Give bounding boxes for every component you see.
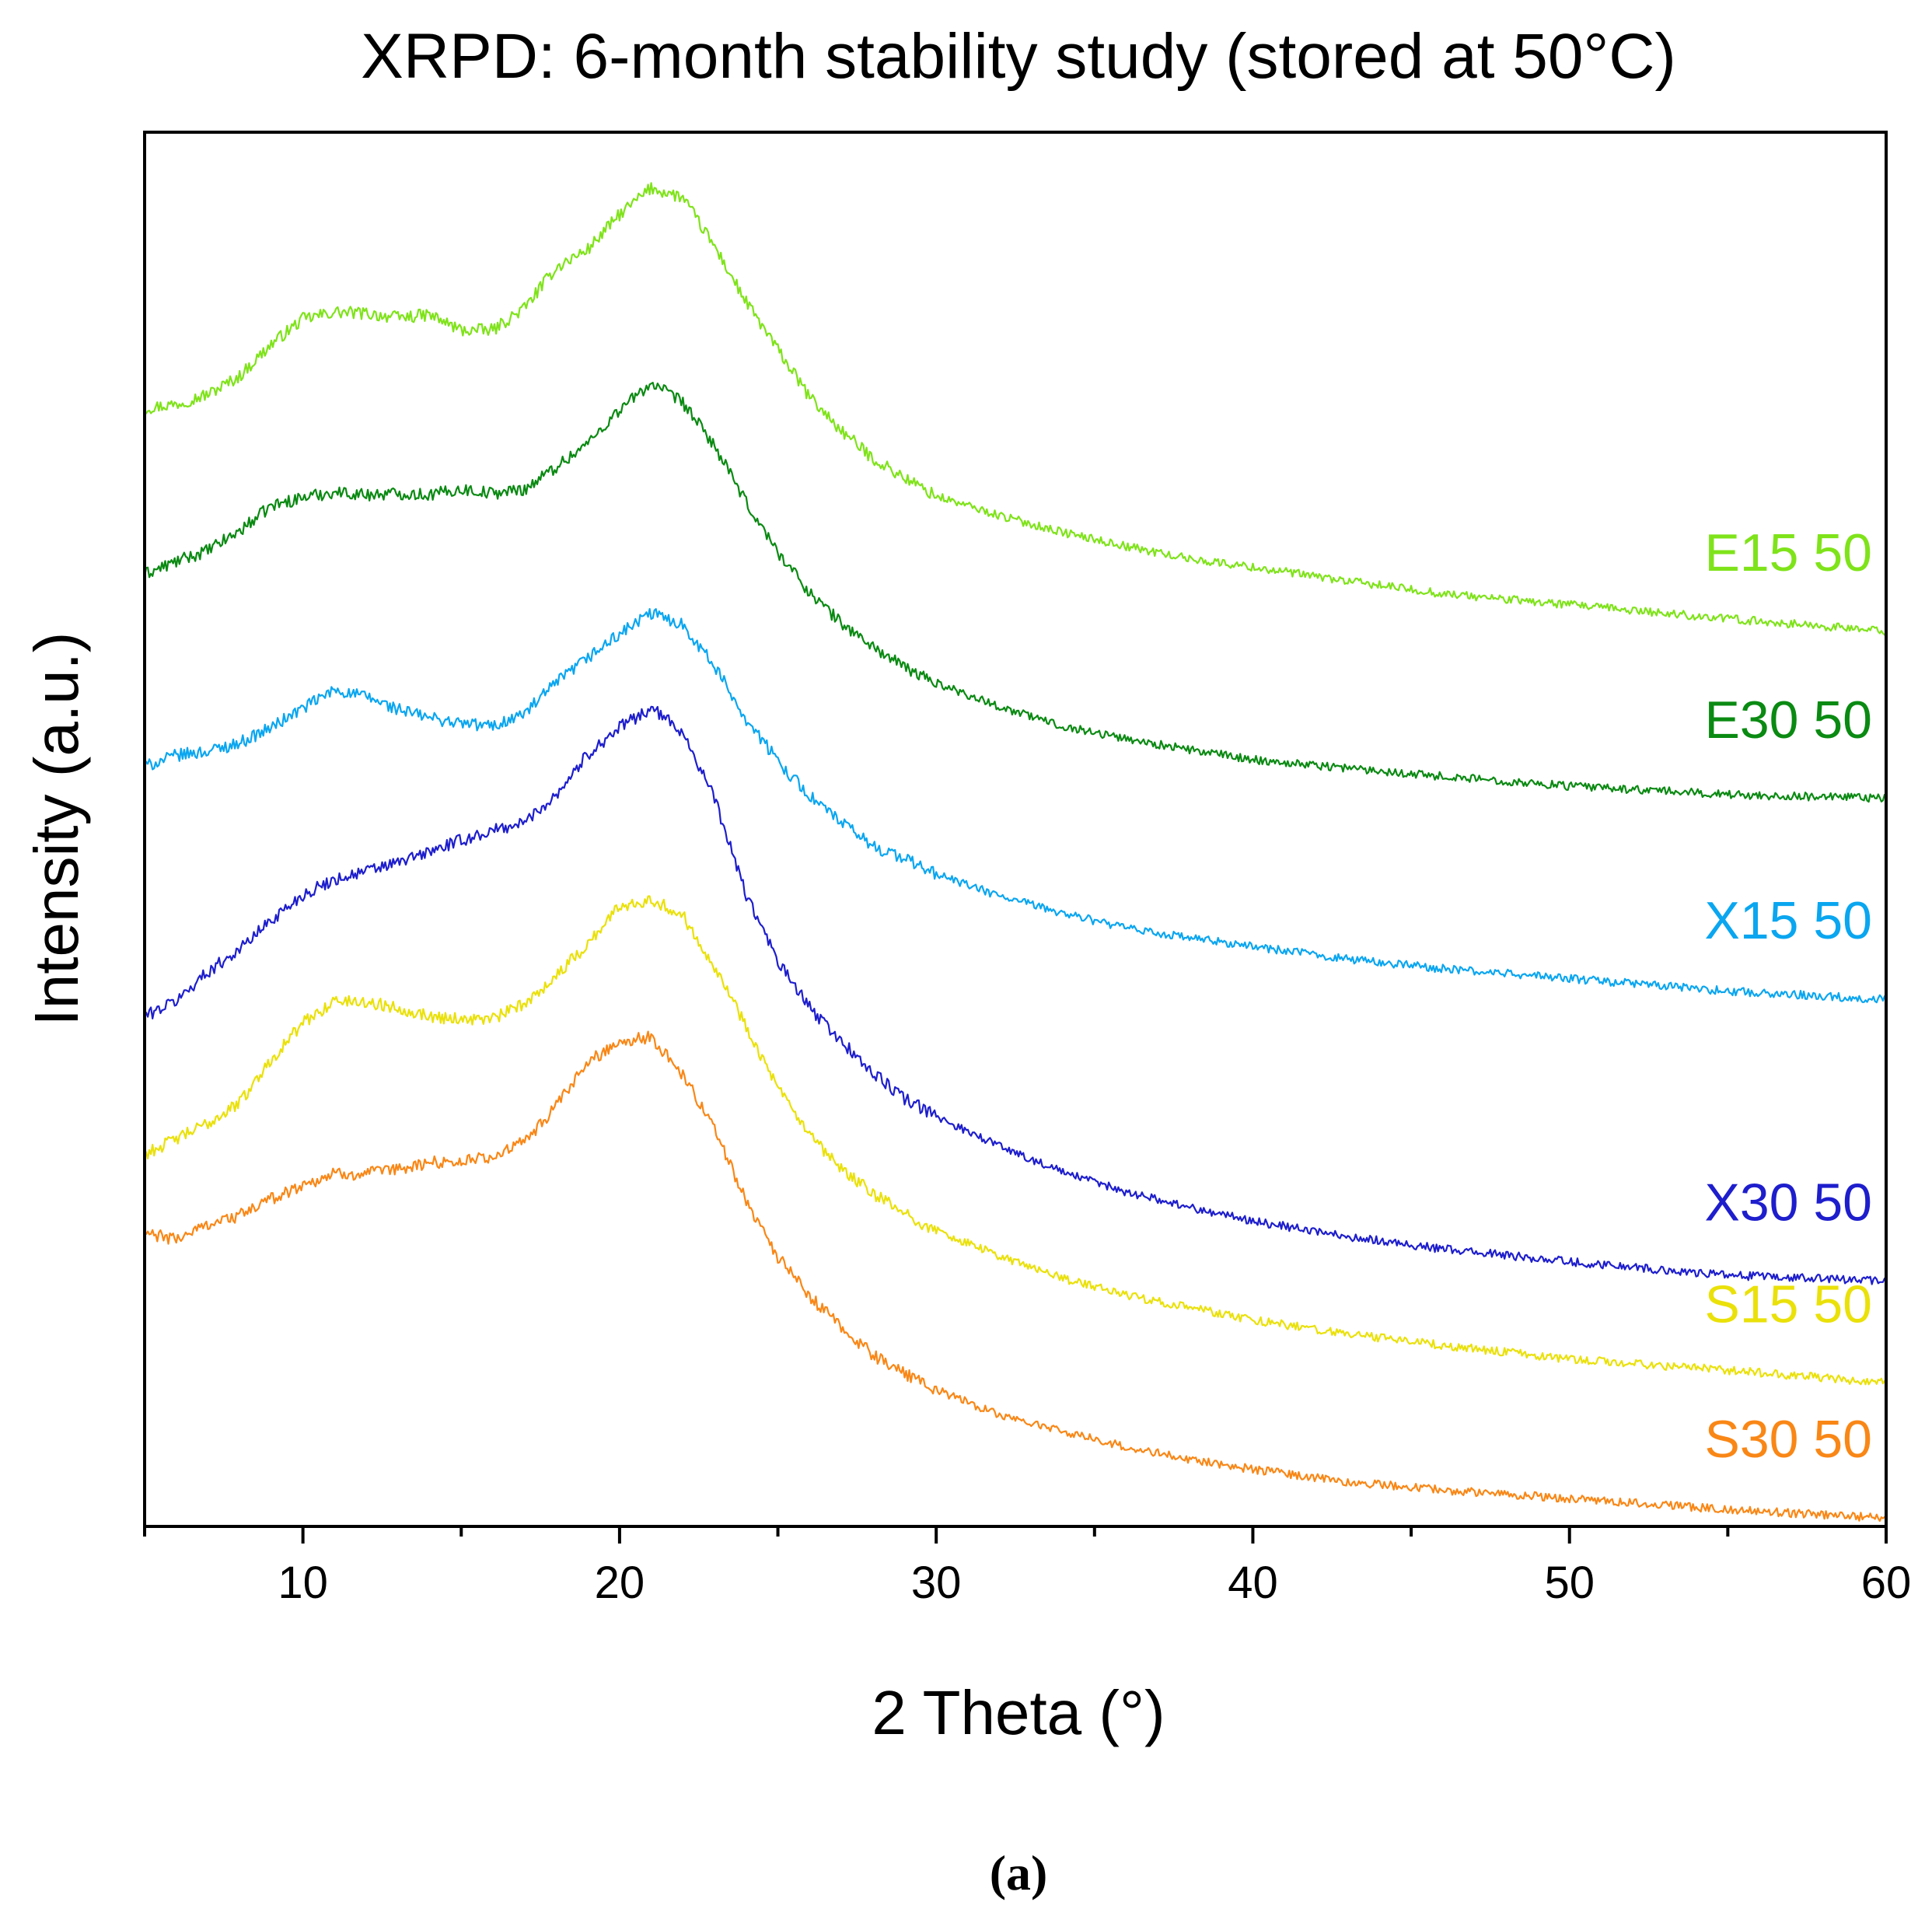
series-labels: E15 50 E30 50 X15 50 X30 50 S15 50 S30 50 xyxy=(1704,523,1872,1469)
chart-title: XRPD: 6-month stability study (stored at… xyxy=(361,21,1676,92)
series-label-s15-50: S15 50 xyxy=(1704,1274,1872,1334)
series-line-x30-50 xyxy=(143,705,1888,1285)
plot-frame xyxy=(143,131,1888,1528)
x-tick-label-10: 10 xyxy=(278,1558,328,1608)
x-axis-ticks: 10 20 30 40 50 60 xyxy=(143,1526,1912,1608)
x-tick-label-30: 30 xyxy=(911,1558,962,1608)
series-line-e15-50 xyxy=(144,182,1887,636)
series-label-x30-50: X30 50 xyxy=(1704,1173,1872,1232)
series-line-e30-50 xyxy=(143,382,1888,803)
series-label-e30-50: E30 50 xyxy=(1704,691,1872,750)
x-axis-label: 2 Theta (°) xyxy=(872,1678,1165,1747)
series-label-s30-50: S30 50 xyxy=(1704,1410,1872,1469)
x-tick-label-40: 40 xyxy=(1228,1558,1278,1608)
series-layer xyxy=(143,182,1888,1523)
series-label-x15-50: X15 50 xyxy=(1704,891,1872,950)
x-tick-label-60: 60 xyxy=(1861,1558,1912,1608)
series-line-s30-50 xyxy=(144,1030,1887,1523)
x-tick-label-50: 50 xyxy=(1544,1558,1595,1608)
series-line-s15-50 xyxy=(144,895,1887,1386)
series-line-x15-50 xyxy=(143,608,1888,1004)
x-tick-label-20: 20 xyxy=(595,1558,645,1608)
series-label-e15-50: E15 50 xyxy=(1704,523,1872,582)
figure-caption: (a) xyxy=(990,1845,1048,1900)
y-axis-label: Intensity (a.u.) xyxy=(22,632,91,1026)
